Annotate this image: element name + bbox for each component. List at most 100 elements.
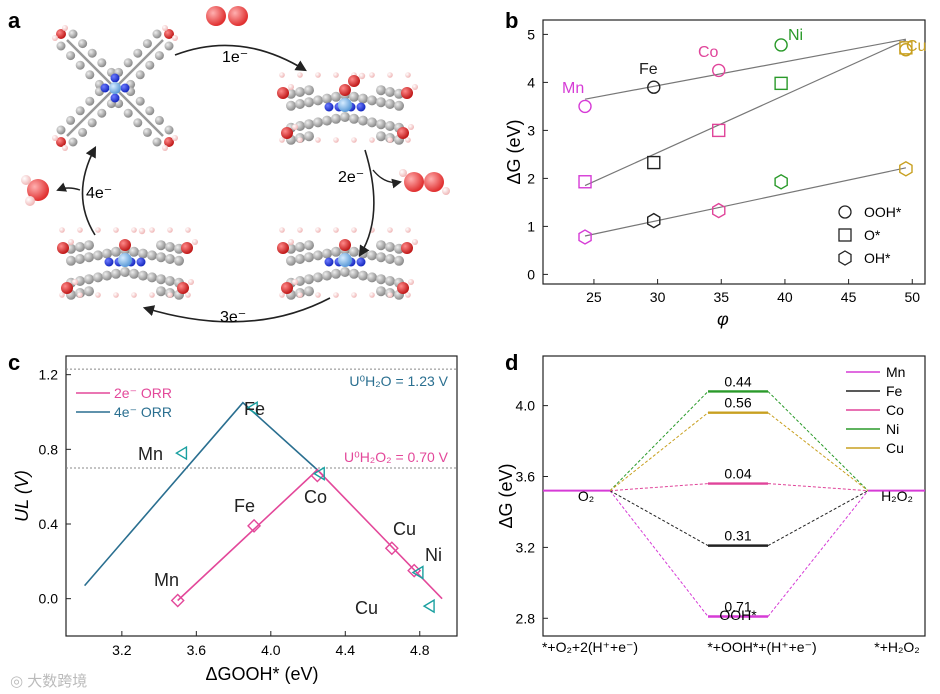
carbon-atom [66, 255, 76, 266]
molecule-o-adsorbed [277, 227, 418, 300]
carbon-atom [385, 276, 395, 286]
carbon-atom [165, 276, 175, 286]
hydrogen-atom [315, 292, 321, 298]
carbon-atom [145, 60, 155, 70]
carbon-atom [66, 115, 76, 125]
marker-o-mn [578, 175, 592, 189]
carbon-atom [123, 58, 133, 68]
nitrogen-atom [110, 73, 120, 83]
marker-oh-co [712, 202, 726, 219]
carbon-atom [120, 267, 130, 277]
y-axis-label-c: UL (V) [12, 470, 32, 522]
nitrogen-atom [356, 102, 366, 112]
fit-line-ooh [584, 38, 907, 100]
carbon-atom [295, 242, 305, 252]
o2-molecule [206, 6, 248, 26]
connector-co-left [609, 483, 709, 492]
carbon-atom [304, 252, 314, 263]
carbon-atom [154, 51, 164, 61]
carbon-atom [142, 127, 152, 137]
carbon-atom [156, 252, 166, 263]
hydrogen-atom [162, 25, 168, 31]
barrier-label-mn: 0.71 [724, 599, 751, 615]
carbon-atom [97, 58, 107, 68]
molecule-flat-catalyst [52, 25, 178, 151]
oxygen-atom [164, 137, 174, 147]
hydrogen-atom [77, 227, 83, 233]
hydrogen-atom [167, 292, 173, 298]
oxygen-atom [57, 242, 69, 254]
carbon-atom [156, 274, 166, 285]
carbon-atom [142, 39, 152, 49]
hydrogen-atom [387, 72, 393, 78]
carbon-atom [358, 93, 368, 104]
y-axis-label-b: ΔG (eV) [504, 119, 524, 184]
arrow-h2o2-release [372, 169, 402, 189]
carbon-atom [385, 242, 395, 252]
nitrogen-atom [100, 83, 110, 93]
legend-label-cu: Cu [886, 440, 904, 456]
metal-label-fe-2e: Fe [234, 496, 255, 516]
hydrogen-atom [369, 292, 375, 298]
x-tick-label-b: 45 [841, 289, 857, 305]
oxygen-atom [181, 242, 193, 254]
hydrogen-atom [405, 227, 411, 233]
carbon-atom [111, 268, 121, 279]
hydrogen-atom [387, 292, 393, 298]
hydrogen-atom [77, 292, 83, 298]
carbon-atom [87, 118, 97, 128]
hydrogen-atom [405, 72, 411, 78]
hydrogen-atom [292, 279, 298, 285]
carbon-atom [102, 270, 112, 281]
molecule-ooh-adsorbed [277, 72, 418, 145]
hydrogen-atom [59, 227, 65, 233]
energy-levels-d: 0.71 0.31 0.04 0.44 0.56 [543, 373, 925, 618]
marker-ooh-mn [578, 99, 592, 114]
connector-ni-right [767, 391, 869, 492]
triangle-marker-co [312, 466, 325, 481]
state-label-h2o2: H₂O₂ [881, 488, 913, 504]
metal-atom [109, 82, 121, 94]
carbon-atom [385, 121, 395, 131]
carbon-atom [331, 246, 341, 257]
triangle-marker-fe [245, 401, 258, 416]
carbon-atom [385, 99, 395, 109]
hydrogen-atom [72, 279, 78, 285]
bond [66, 87, 116, 137]
nitrogen-atom [120, 83, 130, 93]
legend-label-oh: OH* [864, 250, 891, 266]
x-tick-label-b: 25 [586, 289, 602, 305]
axis-ticks-d: 2.8 3.2 3.6 4.0 [516, 398, 548, 626]
carbon-atom [165, 242, 175, 252]
metal-label-mn-2e: Mn [154, 570, 179, 590]
carbon-atom [56, 125, 66, 135]
legend-c: 2e⁻ ORR 4e⁻ ORR [76, 385, 172, 420]
marker-o-ni [774, 76, 788, 91]
category-label-2: *+H₂O₂ [874, 639, 920, 655]
y-tick-label-c: 0.8 [39, 441, 59, 457]
h2o2-molecule [399, 169, 450, 195]
nitrogen-atom [110, 93, 120, 103]
carbon-atom [97, 108, 107, 118]
carbon-atom [84, 240, 94, 251]
metal-label-mn-b: Mn [562, 80, 584, 97]
x-tick-label-c: 4.4 [336, 642, 356, 658]
diamond-marker-cu [384, 541, 399, 556]
oxygen-atom [177, 282, 189, 294]
carbon-atom [75, 242, 85, 252]
carbon-atom [75, 254, 85, 264]
carbon-atom [385, 87, 395, 97]
carbon-atom [376, 131, 386, 142]
carbon-atom [340, 112, 350, 122]
carbon-atom [385, 254, 395, 264]
axis-ticks-c: 3.2 3.6 4.0 4.4 4.8 0.0 0.4 0.8 1.2 [39, 367, 430, 658]
carbon-atom [394, 100, 404, 111]
x-tick-label-c: 4.0 [261, 642, 281, 658]
hydrogen-atom [387, 137, 393, 143]
diamond-marker-mn [170, 593, 185, 608]
carbon-atom [349, 113, 359, 124]
hydrogen-atom [292, 124, 298, 130]
carbon-atom [123, 108, 133, 118]
carbon-atom [367, 95, 377, 106]
